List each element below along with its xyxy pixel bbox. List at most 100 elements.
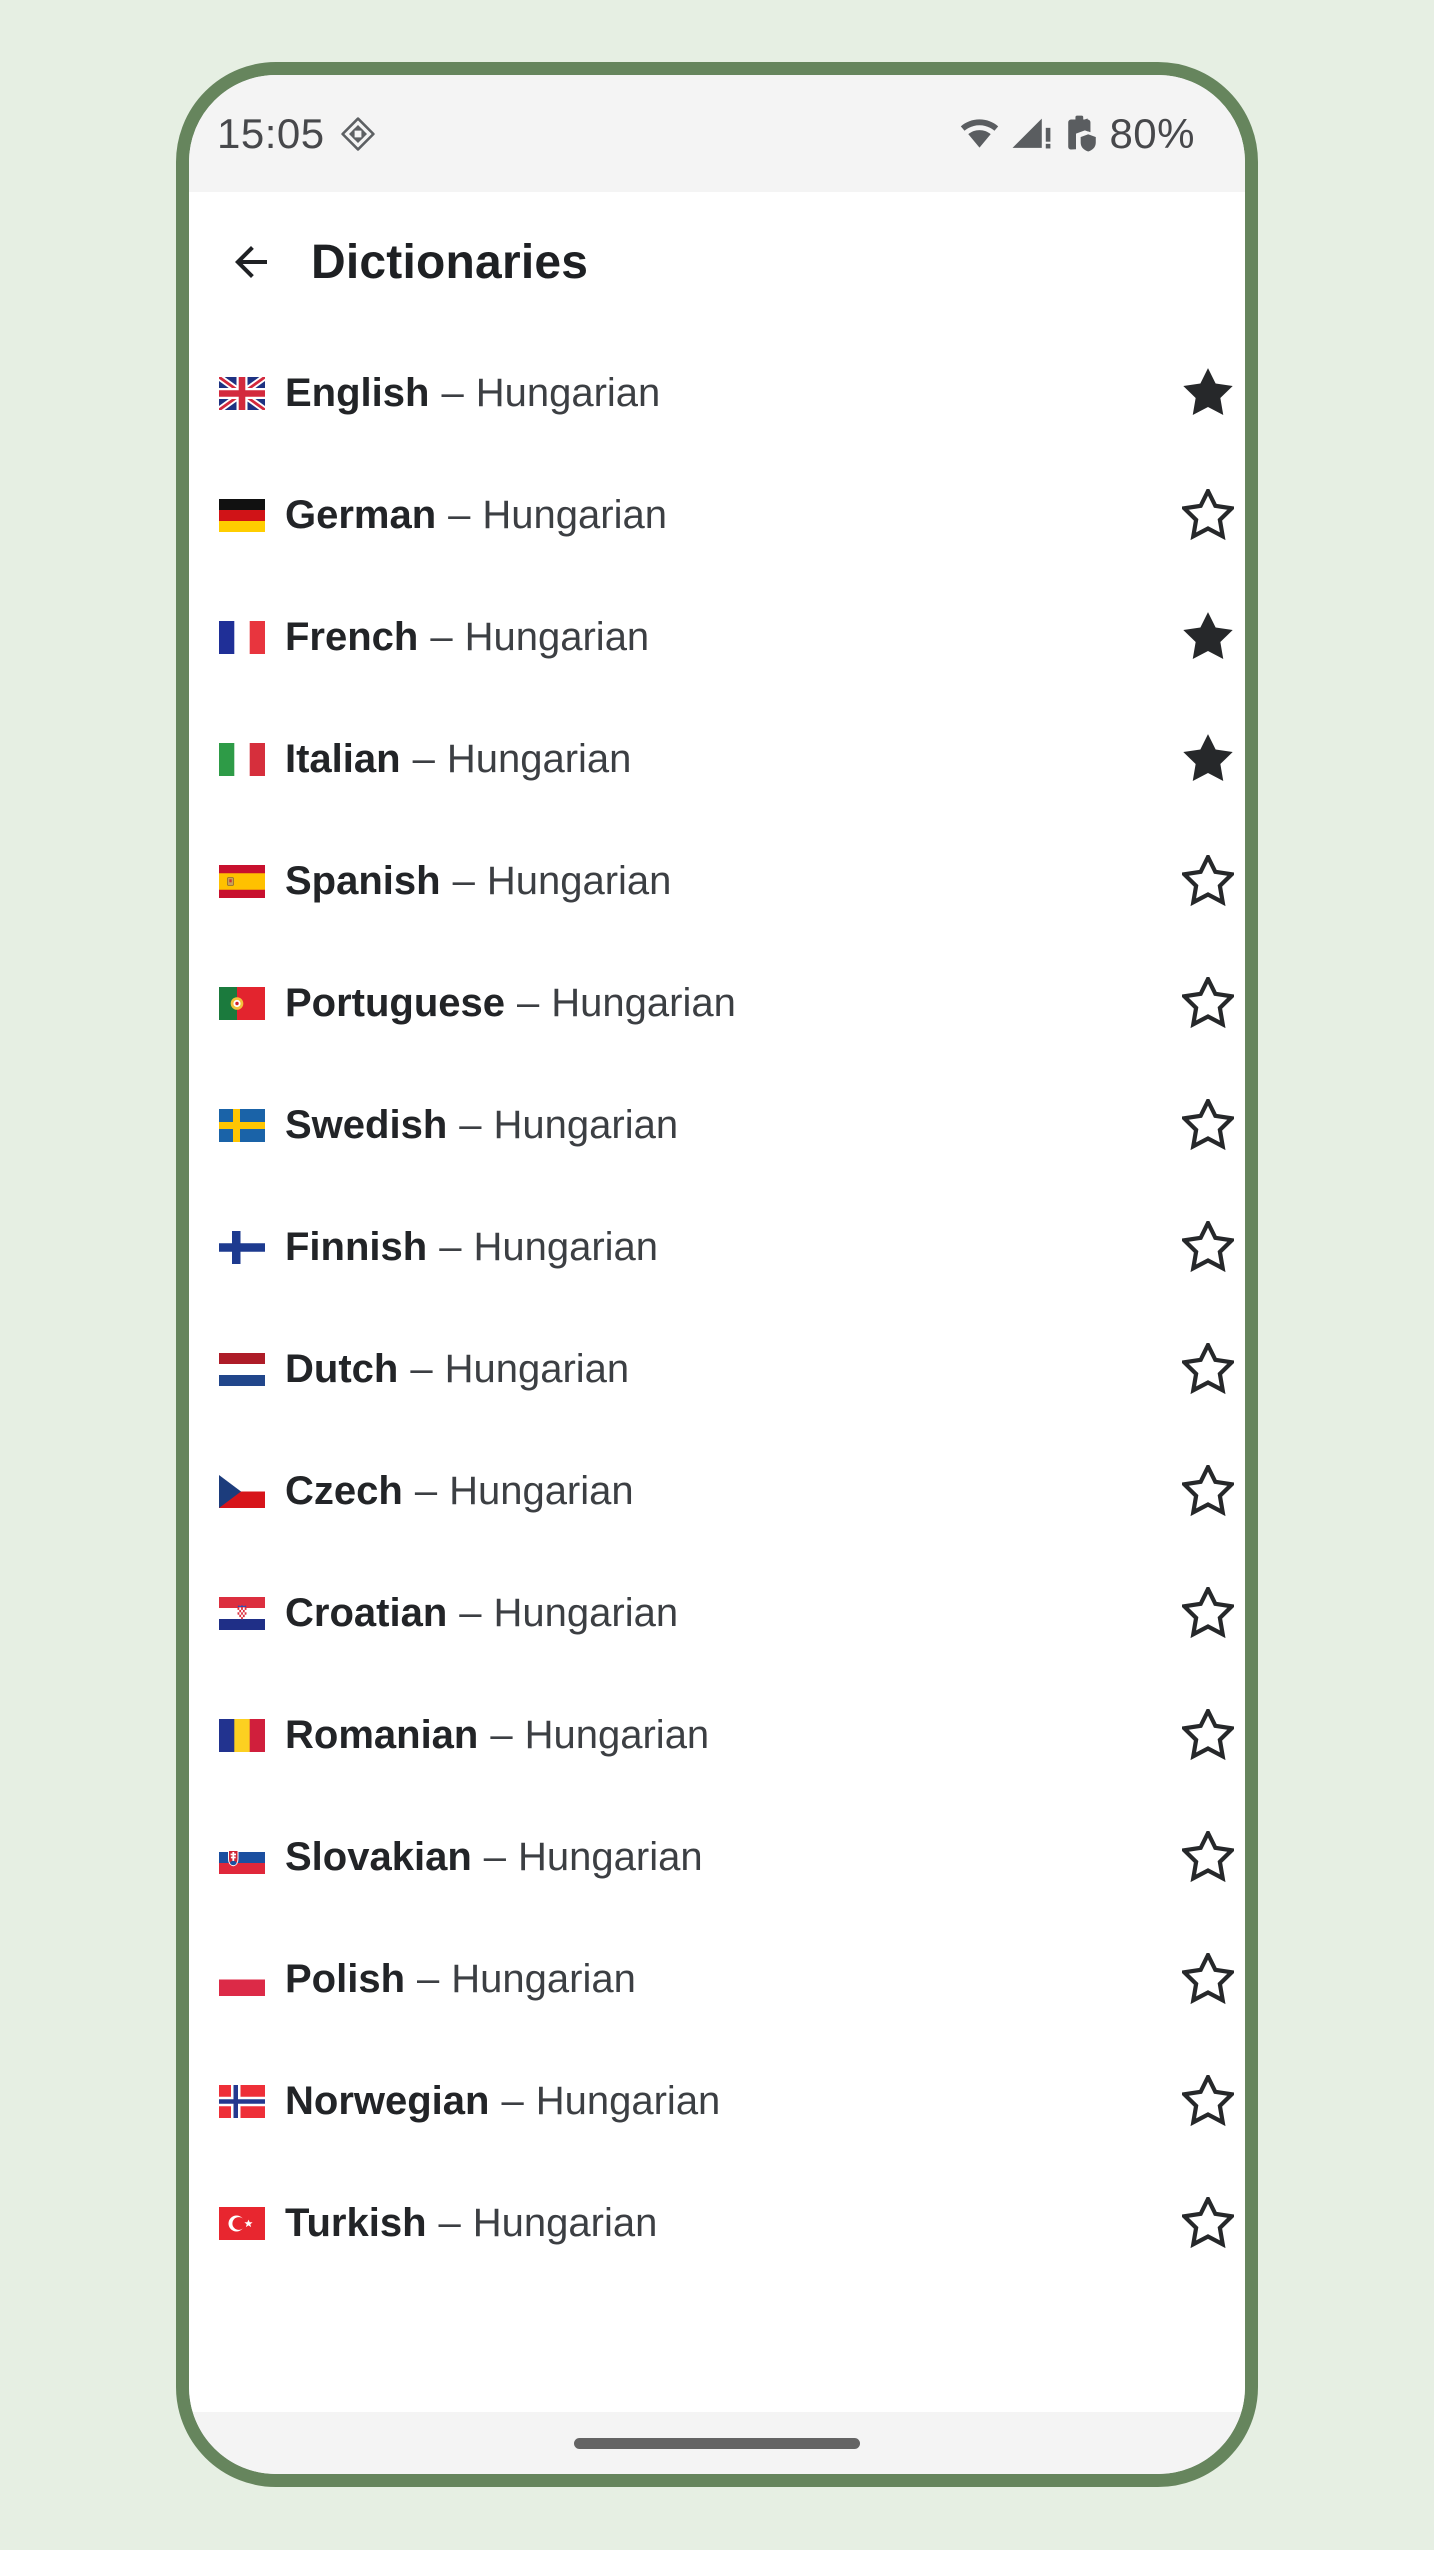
dictionary-row[interactable]: Norwegian – Hungarian [189, 2040, 1245, 2162]
dictionary-row[interactable]: Turkish – Hungarian [189, 2162, 1245, 2284]
target-language: Hungarian [472, 2200, 658, 2245]
language-name: Czech [285, 1468, 403, 1513]
dictionary-row[interactable]: Romanian – Hungarian [189, 1674, 1245, 1796]
separator: – [452, 858, 475, 903]
dictionary-label: German – Hungarian [285, 493, 667, 538]
target-language: Hungarian [486, 858, 672, 903]
target-language: Hungarian [475, 370, 661, 415]
language-name: Norwegian [285, 2078, 490, 2123]
battery-shield-icon [1063, 114, 1099, 154]
favorite-star-outline-icon[interactable] [1180, 2073, 1236, 2129]
favorite-star-outline-icon[interactable] [1180, 487, 1236, 543]
dictionary-label: Croatian – Hungarian [285, 1591, 678, 1636]
language-name: Italian [285, 736, 401, 781]
dictionary-label: Italian – Hungarian [285, 737, 631, 782]
target-language: Hungarian [473, 1224, 659, 1269]
dictionary-row[interactable]: Finnish – Hungarian [189, 1186, 1245, 1308]
separator: – [412, 736, 435, 781]
separator: – [459, 1102, 482, 1147]
dictionary-label: Dutch – Hungarian [285, 1347, 629, 1392]
target-language: Hungarian [482, 492, 667, 537]
dictionary-label: Turkish – Hungarian [285, 2201, 657, 2246]
dictionary-row[interactable]: Croatian – Hungarian [189, 1552, 1245, 1674]
target-language: Hungarian [493, 1590, 679, 1635]
dictionary-label: Portuguese – Hungarian [285, 981, 736, 1026]
target-language: Hungarian [524, 1712, 710, 1757]
language-name: Polish [285, 1956, 406, 2001]
dictionary-label: Czech – Hungarian [285, 1469, 634, 1514]
netherlands-flag-icon [219, 1352, 265, 1386]
wifi-icon [960, 116, 999, 152]
sweden-flag-icon [219, 1108, 265, 1142]
slovakia-flag-icon [219, 1840, 265, 1874]
dictionary-label: Romanian – Hungarian [285, 1713, 709, 1758]
dictionary-label: Polish – Hungarian [285, 1957, 636, 2002]
favorite-star-outline-icon[interactable] [1180, 1463, 1236, 1519]
dictionary-row[interactable]: English – Hungarian [189, 332, 1245, 454]
favorite-star-outline-icon[interactable] [1180, 1341, 1236, 1397]
app-bar: Dictionaries [189, 192, 1245, 332]
favorite-star-outline-icon[interactable] [1180, 1585, 1236, 1641]
language-name: Turkish [285, 2200, 427, 2245]
favorite-star-outline-icon[interactable] [1180, 975, 1236, 1031]
phone-frame: 15:05 [176, 62, 1258, 2487]
target-language: Hungarian [464, 614, 650, 659]
separator: – [430, 614, 453, 659]
language-name: German [285, 492, 437, 537]
dictionary-row[interactable]: Dutch – Hungarian [189, 1308, 1245, 1430]
uk-flag-icon [219, 376, 265, 410]
language-name: English [285, 370, 430, 415]
favorite-star-filled-icon[interactable] [1180, 609, 1236, 665]
dictionary-row[interactable]: Italian – Hungarian [189, 698, 1245, 820]
romania-flag-icon [219, 1718, 265, 1752]
language-name: Portuguese [285, 980, 506, 1025]
dictionary-row[interactable]: Czech – Hungarian [189, 1430, 1245, 1552]
finland-flag-icon [219, 1230, 265, 1264]
target-language: Hungarian [446, 736, 632, 781]
portugal-flag-icon [219, 986, 265, 1020]
language-name: Swedish [285, 1102, 448, 1147]
spain-flag-icon [219, 864, 265, 898]
favorite-star-filled-icon[interactable] [1180, 365, 1236, 421]
target-language: Hungarian [518, 1834, 703, 1879]
dictionary-label: Spanish – Hungarian [285, 859, 671, 904]
dictionary-label: French – Hungarian [285, 615, 649, 660]
france-flag-icon [219, 620, 265, 654]
target-language: Hungarian [444, 1346, 630, 1391]
battery-percent: 80% [1109, 109, 1195, 157]
language-name: Croatian [285, 1590, 448, 1635]
dictionary-row[interactable]: Slovakian – Hungarian [189, 1796, 1245, 1918]
favorite-star-filled-icon[interactable] [1180, 731, 1236, 787]
favorite-star-outline-icon[interactable] [1180, 1829, 1236, 1885]
dictionary-list[interactable]: English – Hungarian German – Hungarian Frenc… [189, 332, 1245, 2412]
favorite-star-outline-icon[interactable] [1180, 1219, 1236, 1275]
separator: – [441, 370, 464, 415]
separator: – [483, 1834, 507, 1879]
page-title: Dictionaries [311, 235, 589, 289]
poland-flag-icon [219, 1962, 265, 1996]
dictionary-row[interactable]: Swedish – Hungarian [189, 1064, 1245, 1186]
italy-flag-icon [219, 742, 265, 776]
back-button[interactable] [227, 238, 275, 286]
favorite-star-outline-icon[interactable] [1180, 2195, 1236, 2251]
dictionary-label: Swedish – Hungarian [285, 1103, 678, 1148]
dictionary-label: Norwegian – Hungarian [285, 2079, 720, 2124]
dictionary-row[interactable]: Polish – Hungarian [189, 1918, 1245, 2040]
favorite-star-outline-icon[interactable] [1180, 1707, 1236, 1763]
dictionary-label: English – Hungarian [285, 371, 660, 416]
app-notification-diamond-icon [339, 115, 377, 153]
favorite-star-outline-icon[interactable] [1180, 853, 1236, 909]
language-name: French [285, 614, 419, 659]
home-indicator[interactable] [574, 2437, 860, 2449]
dictionary-row[interactable]: French – Hungarian [189, 576, 1245, 698]
separator: – [414, 1468, 438, 1513]
favorite-star-outline-icon[interactable] [1180, 1951, 1236, 2007]
croatia-flag-icon [219, 1596, 265, 1630]
target-language: Hungarian [493, 1102, 679, 1147]
dictionary-row[interactable]: German – Hungarian [189, 454, 1245, 576]
dictionary-row[interactable]: Portuguese – Hungarian [189, 942, 1245, 1064]
clock: 15:05 [217, 109, 325, 157]
dictionary-row[interactable]: Spanish – Hungarian [189, 820, 1245, 942]
favorite-star-outline-icon[interactable] [1180, 1097, 1236, 1153]
dictionary-label: Finnish – Hungarian [285, 1225, 658, 1270]
